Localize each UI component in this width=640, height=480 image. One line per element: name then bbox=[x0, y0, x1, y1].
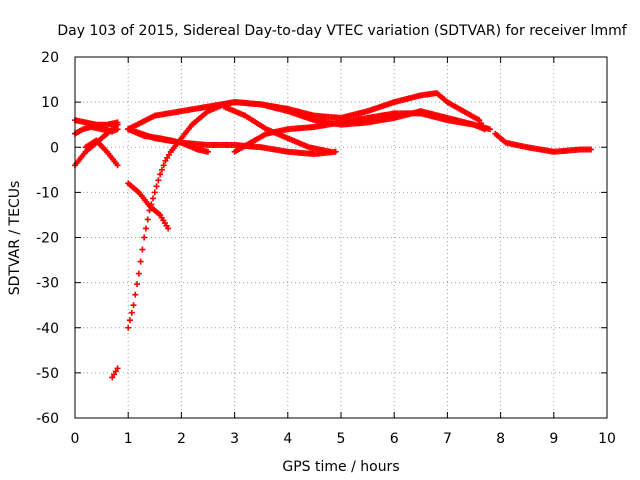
data-point bbox=[125, 324, 132, 331]
y-tick-label: 20 bbox=[41, 50, 59, 66]
data-point bbox=[160, 162, 167, 169]
data-point bbox=[150, 195, 157, 202]
y-tick-label: -30 bbox=[36, 276, 59, 292]
data-point bbox=[126, 317, 133, 324]
data-point bbox=[588, 146, 595, 153]
chart-title: Day 103 of 2015, Sidereal Day-to-day VTE… bbox=[57, 23, 627, 39]
data-point bbox=[205, 148, 211, 155]
data-point bbox=[164, 154, 171, 161]
data-point bbox=[162, 157, 169, 164]
data-point bbox=[327, 148, 334, 155]
data-point bbox=[111, 371, 118, 378]
x-tick-label: 8 bbox=[496, 431, 505, 447]
x-tick-label: 4 bbox=[283, 431, 292, 447]
series-arc-13 bbox=[220, 103, 334, 155]
x-tick-label: 9 bbox=[549, 431, 558, 447]
data-point bbox=[481, 126, 488, 133]
x-tick-label: 3 bbox=[230, 431, 239, 447]
data-point bbox=[157, 171, 164, 178]
x-axis-label: GPS time / hours bbox=[282, 459, 399, 475]
y-tick-label: -50 bbox=[36, 366, 59, 382]
data-point bbox=[132, 291, 139, 298]
x-tick-label: 2 bbox=[177, 431, 186, 447]
series-arc-14 bbox=[492, 130, 595, 155]
x-tick-label: 6 bbox=[390, 431, 399, 447]
data-point bbox=[486, 126, 493, 133]
axis-ticks bbox=[74, 56, 608, 419]
data-point bbox=[137, 258, 144, 265]
data-point bbox=[146, 207, 153, 214]
y-tick-label: -60 bbox=[36, 411, 59, 427]
data-point bbox=[144, 216, 151, 223]
data-point bbox=[476, 117, 483, 124]
data-point bbox=[114, 121, 121, 128]
x-tick-label: 0 bbox=[71, 431, 80, 447]
y-tick-label: 10 bbox=[41, 95, 59, 111]
y-axis-label: SDTVAR / TECUs bbox=[7, 181, 23, 296]
tick-labels: 0 1 2 3 4 5 6 7 8 9 10 -60 -50 -40 -30 -20 -10 0 10 20 bbox=[36, 50, 616, 447]
data-point bbox=[155, 177, 162, 184]
y-tick-label: -20 bbox=[36, 231, 59, 247]
data-point bbox=[148, 201, 155, 208]
data-point bbox=[165, 225, 172, 232]
data-point bbox=[130, 302, 137, 309]
y-tick-label: -10 bbox=[36, 185, 59, 201]
data-point bbox=[479, 123, 486, 130]
data-point bbox=[139, 246, 146, 253]
y-tick-label: 0 bbox=[50, 140, 59, 156]
series-arc-5 bbox=[109, 365, 121, 381]
data-point bbox=[332, 148, 339, 155]
series-arc-12 bbox=[231, 90, 488, 133]
data-point bbox=[128, 309, 135, 316]
data-points bbox=[72, 90, 595, 381]
data-point bbox=[141, 234, 148, 241]
series-arc-4 bbox=[82, 137, 121, 169]
data-point bbox=[112, 368, 119, 375]
x-tick-label: 10 bbox=[598, 431, 616, 447]
data-point bbox=[114, 162, 121, 169]
series-arc-6 bbox=[125, 180, 172, 232]
data-point bbox=[109, 374, 116, 381]
data-point bbox=[134, 281, 141, 288]
data-point bbox=[142, 225, 149, 232]
data-point bbox=[135, 270, 142, 277]
data-point bbox=[158, 166, 165, 173]
data-point bbox=[165, 151, 172, 158]
data-point bbox=[114, 365, 121, 372]
y-tick-label: -40 bbox=[36, 321, 59, 337]
data-point bbox=[153, 183, 160, 190]
x-tick-label: 1 bbox=[124, 431, 133, 447]
series-arc-10 bbox=[125, 126, 211, 155]
x-tick-label: 7 bbox=[443, 431, 452, 447]
x-tick-label: 5 bbox=[337, 431, 346, 447]
grid bbox=[75, 57, 607, 418]
data-point bbox=[478, 120, 485, 127]
data-point bbox=[151, 189, 158, 196]
